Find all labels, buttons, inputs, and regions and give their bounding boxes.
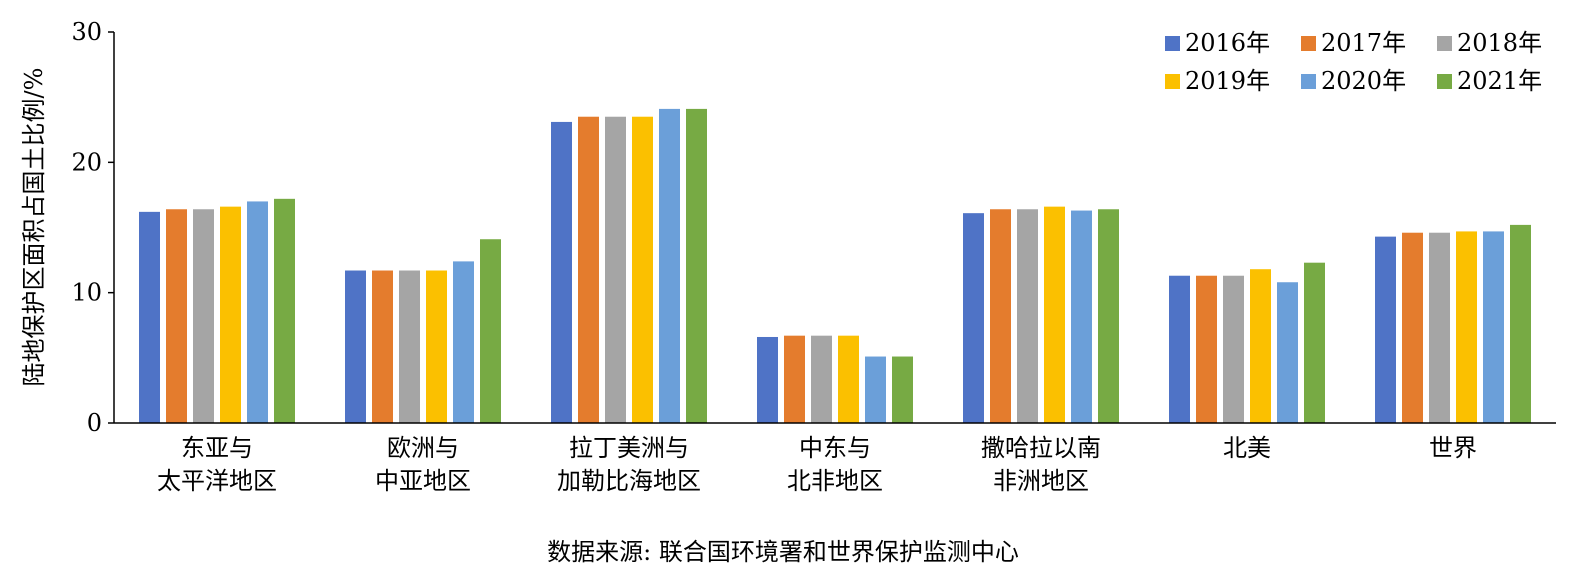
bar [784, 335, 805, 423]
bar [963, 213, 984, 423]
category-label: 中东与 [799, 434, 871, 462]
bar [1375, 236, 1396, 423]
category-label: 北美 [1223, 434, 1271, 462]
category-label: 非洲地区 [993, 467, 1089, 495]
legend-swatch [1437, 36, 1452, 51]
legend-label: 2021年 [1457, 67, 1542, 95]
y-axis-ticks: 0 10 20 30 [71, 18, 114, 437]
legend-label: 2016年 [1185, 29, 1270, 57]
bar [605, 116, 626, 423]
bar [1402, 232, 1423, 423]
bar [1456, 231, 1477, 423]
bar [551, 121, 572, 424]
legend-label: 2018年 [1457, 29, 1542, 57]
bar [578, 116, 599, 423]
bar [426, 270, 447, 423]
bar [274, 198, 295, 423]
legend-swatch [1437, 74, 1452, 89]
bars [139, 108, 1531, 424]
y-tick-label: 20 [71, 148, 102, 176]
bar [1223, 275, 1244, 423]
y-tick-label: 0 [87, 409, 102, 437]
y-axis-label: 陆地保护区面积占国土比例/% [20, 68, 48, 387]
bar [990, 209, 1011, 423]
legend-swatch [1301, 74, 1316, 89]
legend-swatch [1301, 36, 1316, 51]
category-label: 欧洲与 [387, 434, 459, 462]
category-label: 撒哈拉以南 [981, 434, 1101, 462]
category-label: 拉丁美洲与 [569, 434, 689, 462]
bar [220, 206, 241, 423]
legend: 2016年 2017年 2018年 2019年 2020年 2021年 [1165, 29, 1542, 95]
bar [166, 209, 187, 423]
bar [892, 356, 913, 423]
bar [757, 336, 778, 423]
bar [686, 108, 707, 423]
bar [139, 211, 160, 423]
bar [1304, 262, 1325, 423]
category-label: 世界 [1429, 434, 1477, 462]
y-tick-label: 30 [71, 18, 102, 46]
category-label: 东亚与 [181, 434, 253, 462]
bar [399, 270, 420, 423]
category-label: 太平洋地区 [157, 467, 277, 495]
bar [372, 270, 393, 423]
bar [1483, 231, 1504, 423]
source-note: 数据来源: 联合国环境署和世界保护监测中心 [547, 538, 1019, 566]
y-tick-label: 10 [71, 279, 102, 307]
legend-label: 2019年 [1185, 67, 1270, 95]
legend-swatch [1165, 74, 1180, 89]
bar [1169, 275, 1190, 423]
legend-swatch [1165, 36, 1180, 51]
bar [1098, 209, 1119, 423]
category-label: 中亚地区 [375, 467, 471, 495]
bar [345, 270, 366, 423]
legend-label: 2020年 [1321, 67, 1406, 95]
bar [1250, 269, 1271, 423]
bar [480, 239, 501, 423]
bar [1429, 232, 1450, 423]
bar [1510, 224, 1531, 423]
bar [247, 201, 268, 423]
legend-label: 2017年 [1321, 29, 1406, 57]
bar [838, 335, 859, 423]
bar [1017, 209, 1038, 423]
bar [1196, 275, 1217, 423]
bar [1277, 282, 1298, 423]
category-label: 加勒比海地区 [557, 467, 701, 495]
category-label: 北非地区 [787, 467, 883, 495]
bar [453, 261, 474, 423]
bar [193, 209, 214, 423]
bar [865, 356, 886, 423]
bar [811, 335, 832, 423]
bar [632, 116, 653, 423]
bar [1044, 206, 1065, 423]
bar [1071, 210, 1092, 423]
bar [659, 108, 680, 423]
